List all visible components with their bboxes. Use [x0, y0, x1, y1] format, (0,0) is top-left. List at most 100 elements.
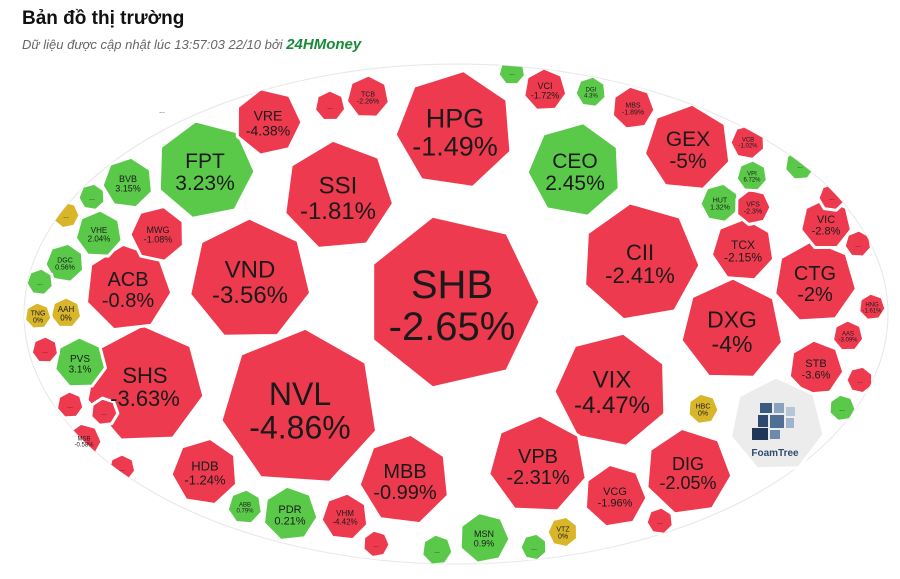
treemap-cell-more-49[interactable]: [55, 389, 86, 420]
treemap-cell-hut[interactable]: [698, 181, 740, 224]
cell-ticker: TCX: [731, 238, 755, 252]
cell-change: -1.81%: [300, 198, 376, 225]
cell-more: ...: [657, 519, 663, 526]
treemap-cell-more-50[interactable]: [89, 396, 120, 427]
treemap-cell-ceo[interactable]: [525, 121, 621, 218]
header: Bản đồ thị trường Dữ liệu được cập nhật …: [22, 8, 361, 53]
treemap-cell-vre[interactable]: [235, 87, 304, 157]
cell-more: ...: [89, 195, 95, 202]
treemap-cell-vnd[interactable]: [188, 216, 313, 338]
cell-change: -2.3%: [744, 209, 762, 216]
treemap-cell-mbb[interactable]: [357, 432, 450, 526]
treemap-cell-nvl[interactable]: [219, 326, 379, 484]
cell-ticker: STB: [805, 358, 826, 370]
cell-ticker: PDR: [278, 504, 301, 516]
treemap-cell-hbc[interactable]: [686, 391, 721, 426]
treemap-cell-tcx[interactable]: [709, 216, 776, 282]
update-info: Dữ liệu được cập nhật lúc 13:57:03 22/10…: [22, 36, 361, 53]
treemap-cell-msn[interactable]: [458, 511, 512, 564]
cell-change: 4.3%: [584, 94, 598, 100]
cell-more: ...: [101, 410, 107, 417]
cell-more: ...: [509, 70, 515, 77]
treemap-cell-pvs[interactable]: [53, 335, 107, 389]
treemap-cell-abb[interactable]: [225, 487, 264, 526]
cell-change: 2.04%: [88, 235, 111, 244]
cell-ticker: VCI: [537, 81, 552, 91]
treemap-cell-pdr[interactable]: [262, 484, 320, 542]
cell-change: -1.08%: [144, 235, 173, 245]
cell-more: ...: [839, 406, 845, 413]
cell-ticker: DGC: [57, 257, 73, 264]
cell-ticker: NVL: [269, 376, 331, 412]
cell-ticker: MBS: [625, 102, 641, 109]
cell-change: 6.72%: [743, 178, 761, 184]
treemap-cell-more-57[interactable]: [844, 364, 875, 396]
treemap-cell-stb[interactable]: [787, 338, 846, 396]
brand-name[interactable]: 24HMoney: [286, 36, 362, 53]
cell-change: 3.1%: [69, 365, 92, 376]
treemap-cell-ssi[interactable]: [283, 138, 395, 250]
treemap-cell-vix[interactable]: [552, 331, 667, 448]
treemap-cell-mwg[interactable]: [128, 205, 185, 263]
cell-change: -2.65%: [389, 305, 516, 349]
treemap-cell-ctg[interactable]: [773, 238, 858, 323]
cell-ticker: SHB: [411, 263, 493, 307]
treemap-cell-vhm[interactable]: [319, 491, 370, 542]
update-text: Dữ liệu được cập nhật lúc 13:57:03 22/10…: [22, 37, 283, 52]
treemap-cell-hng[interactable]: [857, 291, 888, 322]
cell-change: 3.15%: [115, 184, 141, 194]
treemap-cell-hpg[interactable]: [393, 69, 513, 189]
cell-ticker: SHS: [122, 363, 167, 388]
cell-ticker: HPG: [426, 103, 485, 133]
treemap-cell-vcg[interactable]: [583, 462, 649, 529]
cell-change: -2%: [797, 284, 833, 306]
treemap-cell-tng[interactable]: [24, 300, 54, 331]
treemap-cell-dgc[interactable]: [43, 241, 85, 284]
cell-ticker: CII: [626, 240, 654, 265]
treemap-cell-more-52[interactable]: [76, 181, 107, 212]
treemap-cell-more-62[interactable]: [361, 528, 392, 559]
foamtree-logo-icon: [752, 403, 795, 440]
treemap-cell-gex[interactable]: [642, 102, 732, 191]
cell-ticker: TNG: [31, 310, 46, 317]
treemap-cell-fpt[interactable]: [157, 119, 257, 220]
cell-change: -4.42%: [332, 518, 357, 527]
cell-ticker: BVB: [119, 174, 137, 184]
treemap-cell-dgi[interactable]: [573, 74, 608, 109]
cell-change: -1.24%: [184, 472, 226, 487]
treemap-cell-vpi[interactable]: [734, 158, 769, 193]
treemap-cell-more-48[interactable]: [29, 334, 60, 365]
treemap-cell-aas[interactable]: [831, 318, 866, 353]
cell-more: ...: [797, 163, 803, 170]
cell-ticker: FPT: [185, 150, 225, 173]
treemap-cell-dxg[interactable]: [679, 276, 784, 379]
cell-change: -0.58%: [74, 443, 94, 449]
treemap-cell-vci[interactable]: [522, 66, 569, 112]
cell-change: -4%: [712, 331, 753, 357]
cell-ticker: TCB: [361, 91, 375, 98]
treemap-cell-dig[interactable]: [645, 426, 734, 516]
cell-change: -1.02%: [738, 144, 758, 150]
treemap-cell-aah[interactable]: [48, 295, 84, 329]
treemap-cell-hdb[interactable]: [169, 436, 239, 506]
treemap-cell-vpb[interactable]: [487, 413, 588, 513]
treemap-cell-mbs[interactable]: [610, 84, 657, 131]
cell-ticker: ACB: [107, 269, 148, 291]
treemap-cell-shb[interactable]: [371, 214, 542, 390]
cell-ticker: MSN: [474, 529, 494, 539]
cell-ticker: VND: [225, 257, 276, 284]
treemap-cell-more-60[interactable]: [313, 88, 348, 122]
treemap-cell-bvb[interactable]: [100, 155, 154, 210]
treemap-cell-cii[interactable]: [583, 201, 702, 322]
cell-ticker: DXG: [707, 307, 757, 333]
treemap-cell-tcb[interactable]: [344, 73, 391, 119]
treemap-cell-vtz[interactable]: [545, 514, 579, 550]
treemap-cell-vhe[interactable]: [73, 208, 124, 258]
treemap-cell-vfs[interactable]: [735, 187, 773, 226]
cell-change: -3.09%: [838, 338, 858, 344]
cell-change: 2.45%: [545, 172, 605, 195]
cell-change: -2.31%: [506, 467, 570, 489]
cell-more: ...: [67, 403, 73, 410]
cell-more: ...: [531, 545, 537, 552]
